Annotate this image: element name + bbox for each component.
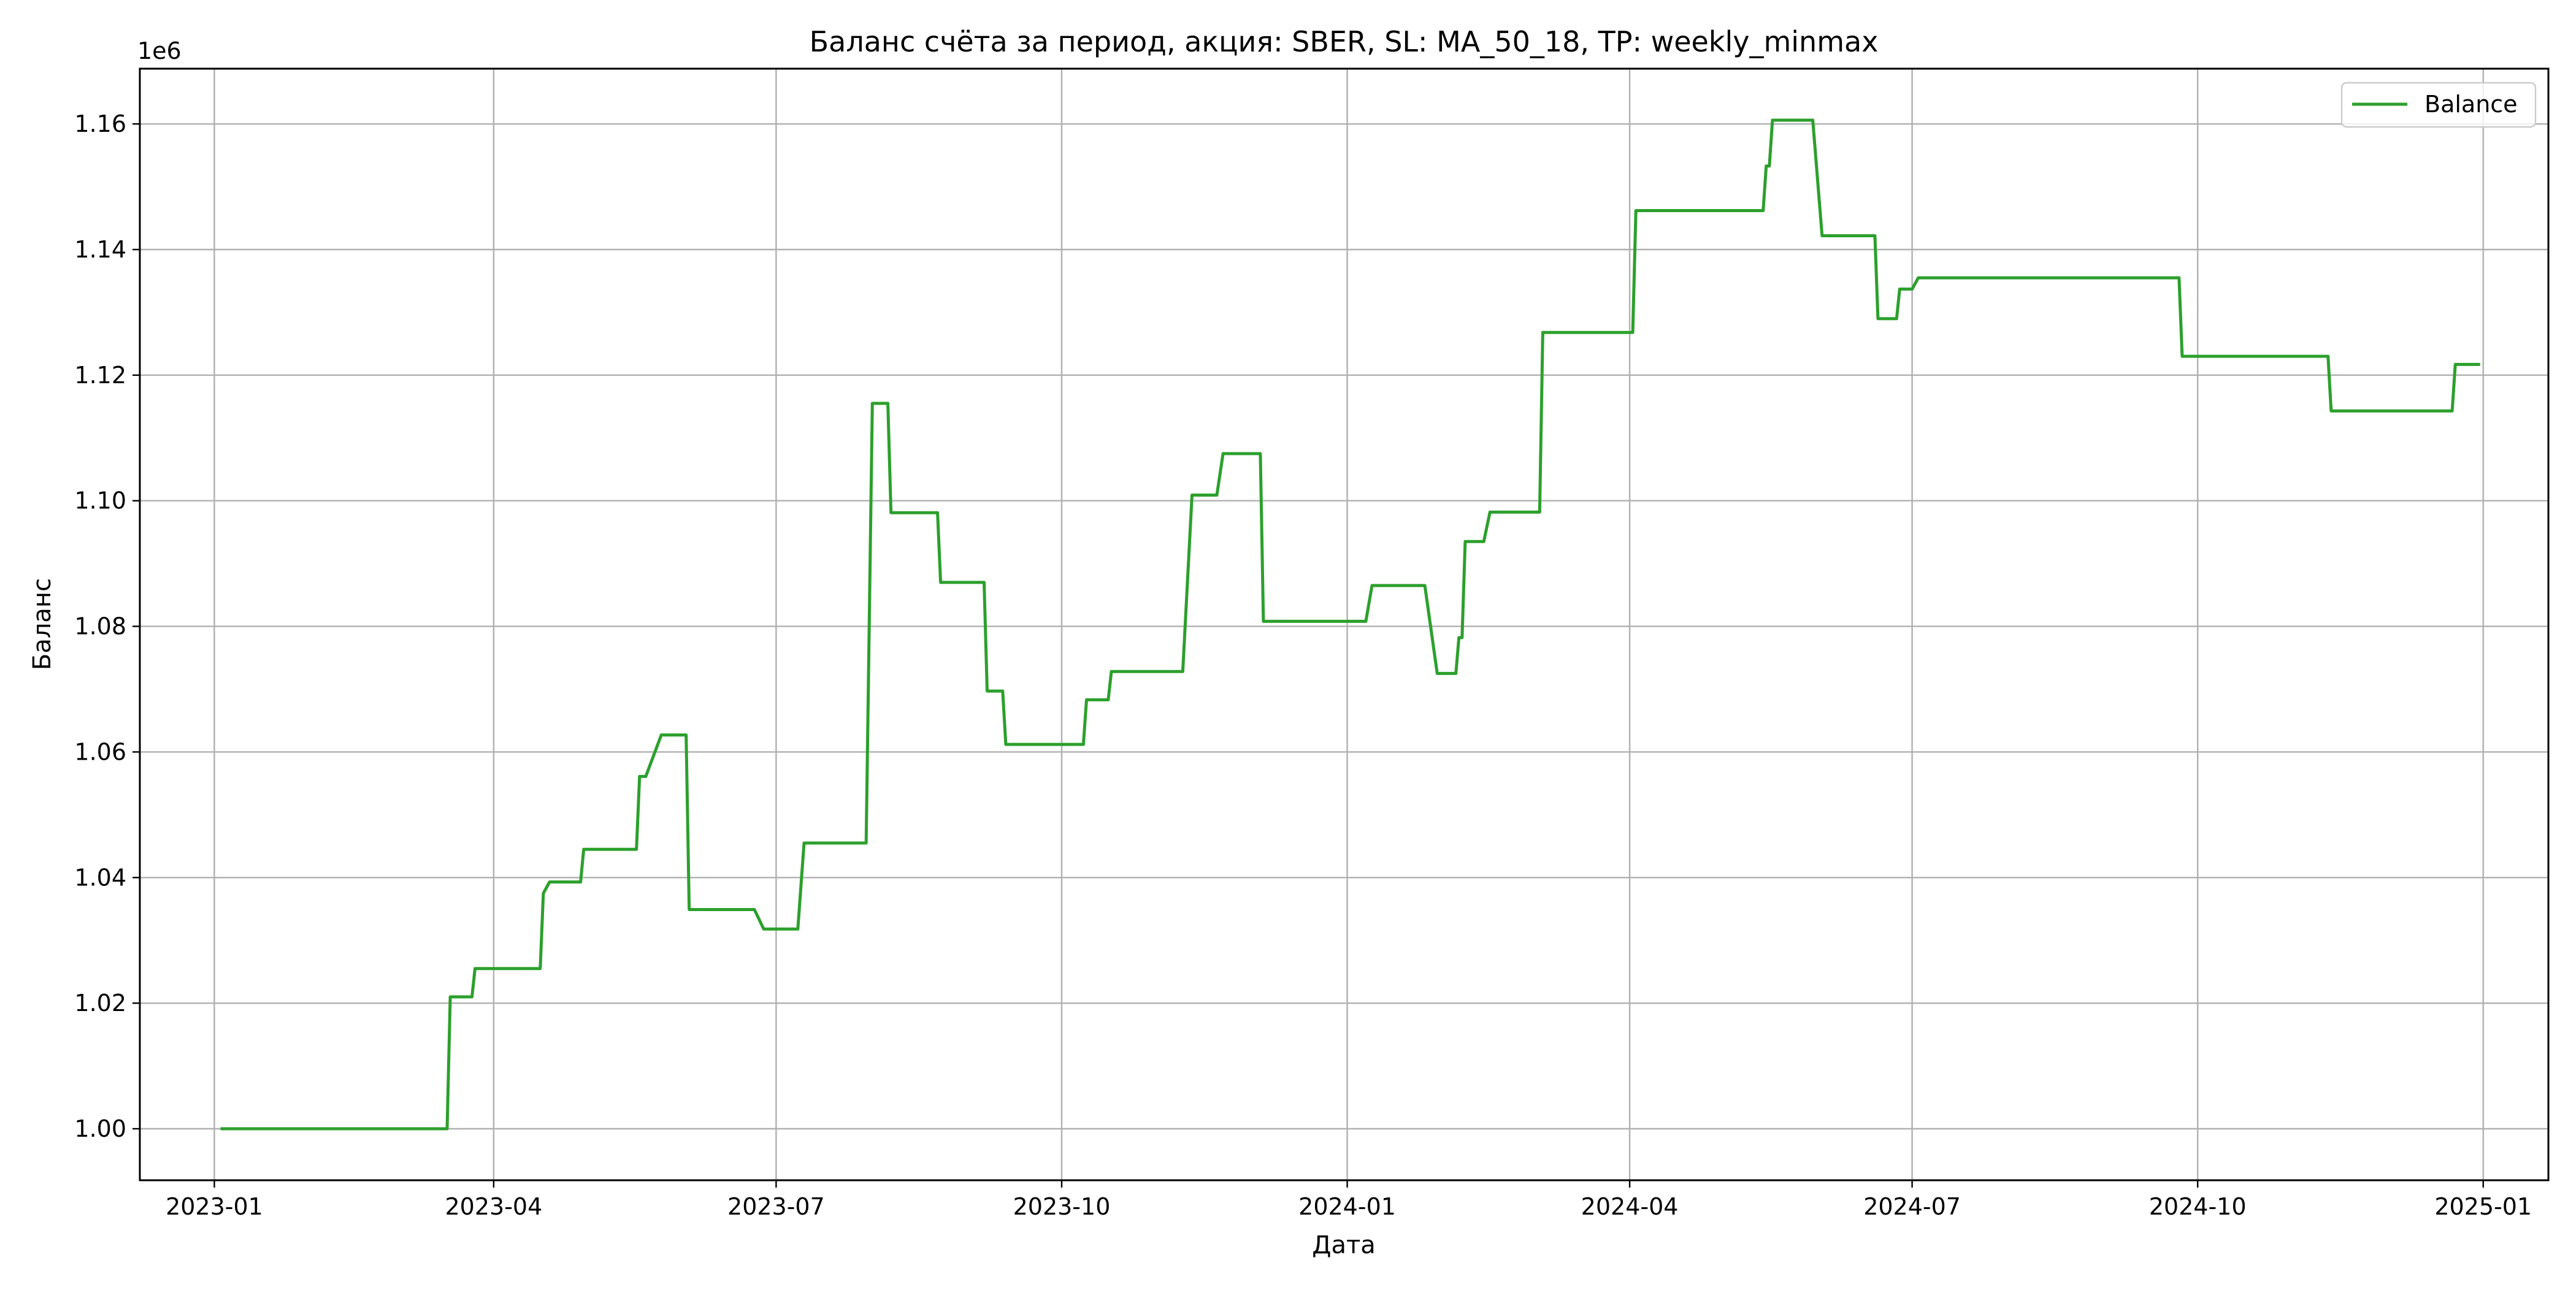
y-tick-label: 1.12 — [74, 362, 126, 389]
y-tick-label: 1.06 — [74, 738, 126, 765]
x-tick-label: 2023-01 — [166, 1193, 263, 1220]
x-tick-label: 2024-01 — [1298, 1193, 1396, 1220]
x-tick-label: 2024-04 — [1581, 1193, 1679, 1220]
y-offset-label: 1e6 — [137, 37, 182, 64]
y-tick-label: 1.02 — [74, 990, 126, 1017]
x-tick-label: 2023-04 — [445, 1193, 543, 1220]
grid-layer — [140, 69, 2548, 1180]
chart-title: Баланс счёта за период, акция: SBER, SL:… — [810, 25, 1879, 58]
series-line-balance — [220, 118, 2480, 1131]
x-tick-label: 2025-01 — [2434, 1193, 2532, 1220]
y-tick-label: 1.08 — [74, 613, 126, 640]
x-tick-label: 2024-07 — [1863, 1193, 1961, 1220]
y-axis-label: Баланс — [28, 578, 56, 670]
tick-layer: 2023-01 2023-04 2023-07 2023-10 2024-01 2024-… — [74, 110, 2532, 1220]
y-tick-label: 1.00 — [74, 1115, 126, 1142]
y-tick-label: 1.14 — [74, 236, 126, 263]
y-tick-label: 1.16 — [74, 110, 126, 137]
x-tick-label: 2023-07 — [727, 1193, 825, 1220]
y-tick-label: 1.04 — [74, 864, 126, 891]
legend-label-balance: Balance — [2425, 91, 2518, 118]
y-tick-label: 1.10 — [74, 487, 126, 514]
legend: Balance — [2340, 82, 2537, 128]
x-tick-label: 2023-10 — [1013, 1193, 1111, 1220]
x-tick-label: 2024-10 — [2149, 1193, 2247, 1220]
x-axis-label: Дата — [1312, 1231, 1376, 1259]
series-layer — [220, 118, 2480, 1131]
plot-frame — [139, 67, 2550, 1181]
legend-box — [2340, 82, 2537, 128]
